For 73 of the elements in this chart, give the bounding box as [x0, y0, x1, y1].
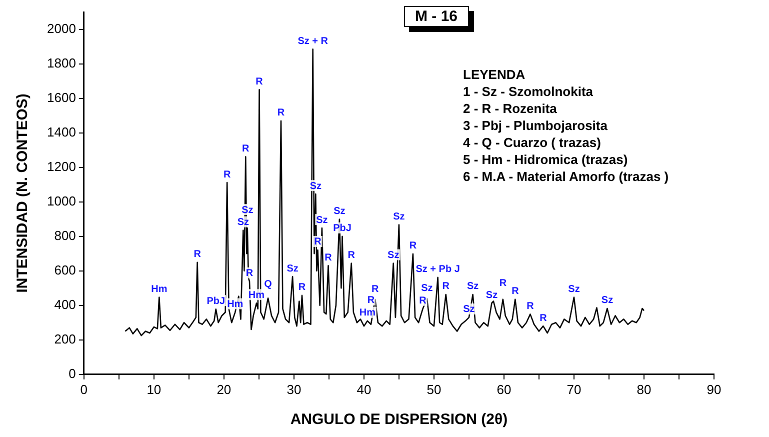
annotation: R	[526, 300, 535, 312]
annotation: 4 - Q - Cuarzo ( trazas)	[463, 134, 602, 151]
annotation: Sz	[421, 283, 433, 294]
annotation: Q	[264, 278, 272, 290]
y-tick-label: 1600	[47, 90, 76, 105]
annotation: Sz + Pb J	[416, 264, 460, 276]
annotation: 5 - Hm - Hidromica (trazas)	[463, 151, 629, 168]
y-tick-label: 600	[54, 262, 76, 278]
annotation: 6 - M.A - Material Amorfo (trazas )	[463, 168, 669, 185]
chart-title: M - 16	[404, 6, 469, 27]
annotation: R	[256, 76, 264, 88]
annotation: Hm	[359, 308, 376, 319]
annotation: Hm	[227, 299, 244, 310]
annotation: Hm	[248, 290, 265, 301]
annotation: 3 - Pbj - Plumbojarosita	[463, 117, 608, 134]
y-tick-label: 1800	[47, 55, 76, 70]
y-tick-label: 1400	[47, 124, 76, 140]
y-tick-label: 800	[54, 228, 76, 243]
annotation: R	[242, 144, 250, 155]
annotation: Sz	[334, 206, 346, 218]
annotation: R	[194, 249, 202, 260]
x-tick-label: 50	[426, 382, 442, 397]
x-tick-label: 40	[356, 382, 372, 397]
x-tick-label: 0	[80, 382, 88, 397]
annotation: Hm	[151, 284, 168, 296]
x-tick-label: 30	[286, 382, 302, 397]
annotation: Sz	[237, 217, 250, 228]
x-tick-label: 70	[566, 382, 582, 397]
y-axis-title: INTENSIDAD (N. CONTEOS)	[14, 94, 32, 293]
annotation: LEYENDA	[463, 66, 526, 83]
annotation: Sz	[466, 281, 479, 292]
annotation: R	[246, 268, 254, 280]
annotation: R	[409, 240, 418, 252]
annotation: PbJ	[333, 223, 352, 234]
annotation: Sz	[316, 214, 328, 226]
annotation: Sz	[393, 212, 405, 223]
annotation: R	[367, 295, 376, 306]
annotation: Sz	[242, 204, 254, 216]
y-tick-label: 200	[54, 331, 76, 346]
annotation: R	[419, 296, 428, 307]
annotation: 1 - Sz - Szomolnokita	[463, 83, 594, 100]
x-tick-label: 20	[216, 382, 232, 397]
annotation: R	[348, 250, 356, 262]
x-axis-title: ANGULO DE DISPERSION (2θ)	[290, 411, 508, 428]
annotation: PbJ	[206, 296, 226, 307]
annotation: Sz	[601, 295, 614, 306]
annotation: Sz	[388, 250, 400, 262]
annotation: R	[442, 281, 450, 292]
annotation: 2 - R - Rozenita	[463, 100, 558, 117]
annotation: R	[540, 312, 548, 324]
annotation: Sz	[286, 263, 298, 274]
annotation: R	[512, 286, 520, 298]
y-tick-label: 400	[54, 296, 76, 312]
annotation: R	[372, 284, 380, 296]
y-tick-label: 0	[68, 366, 76, 381]
y-tick-label: 1000	[47, 193, 76, 208]
y-tick-label: 2000	[47, 20, 76, 36]
annotation: R	[298, 282, 306, 294]
annotation: R	[314, 236, 322, 248]
annotation: R	[277, 108, 286, 119]
y-tick-label: 1200	[47, 158, 76, 174]
x-tick-label: 80	[636, 382, 652, 397]
annotation: Sz + R	[298, 36, 329, 47]
annotation: Sz	[568, 284, 580, 296]
annotation: Sz	[486, 290, 498, 301]
annotation: R	[223, 169, 232, 180]
annotation: Sz	[310, 180, 322, 192]
x-tick-label: 10	[146, 382, 162, 397]
annotation: Sz	[463, 304, 475, 316]
annotation: R	[324, 252, 333, 264]
x-tick-label: 60	[496, 382, 512, 397]
x-tick-label: 90	[706, 382, 722, 397]
annotation: R	[499, 278, 508, 290]
